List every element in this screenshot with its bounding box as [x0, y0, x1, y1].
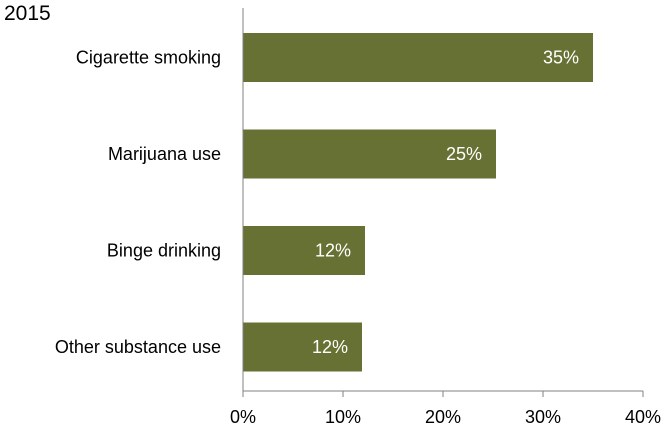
category-label: Binge drinking	[107, 241, 221, 261]
category-label: Other substance use	[55, 337, 221, 357]
x-tick-label: 10%	[325, 407, 361, 427]
category-label: Marijuana use	[108, 144, 221, 164]
bar	[243, 322, 362, 372]
category-label: Cigarette smoking	[76, 48, 221, 68]
bar	[243, 226, 365, 275]
bar	[243, 129, 496, 179]
x-tick-label: 40%	[625, 407, 661, 427]
bar	[243, 33, 593, 82]
data-label: 35%	[543, 48, 579, 68]
data-label: 12%	[315, 241, 351, 261]
x-tick-label: 0%	[230, 407, 256, 427]
data-label: 25%	[446, 144, 482, 164]
data-label: 12%	[312, 337, 348, 357]
x-tick-label: 30%	[525, 407, 561, 427]
x-tick-label: 20%	[425, 407, 461, 427]
chart-title: 2015	[4, 2, 51, 25]
